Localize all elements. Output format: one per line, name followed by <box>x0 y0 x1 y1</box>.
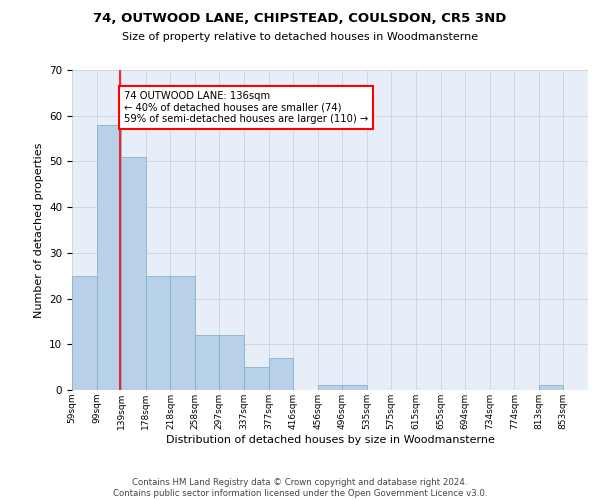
Bar <box>244 367 269 390</box>
Bar <box>195 335 219 390</box>
Bar <box>343 386 367 390</box>
Text: Contains HM Land Registry data © Crown copyright and database right 2024.
Contai: Contains HM Land Registry data © Crown c… <box>113 478 487 498</box>
Bar <box>219 335 244 390</box>
Bar <box>146 276 170 390</box>
Text: 74, OUTWOOD LANE, CHIPSTEAD, COULSDON, CR5 3ND: 74, OUTWOOD LANE, CHIPSTEAD, COULSDON, C… <box>94 12 506 26</box>
Bar <box>269 358 293 390</box>
X-axis label: Distribution of detached houses by size in Woodmansterne: Distribution of detached houses by size … <box>166 434 494 444</box>
Bar <box>121 157 146 390</box>
Text: 74 OUTWOOD LANE: 136sqm
← 40% of detached houses are smaller (74)
59% of semi-de: 74 OUTWOOD LANE: 136sqm ← 40% of detache… <box>124 90 368 124</box>
Bar <box>170 276 195 390</box>
Bar <box>317 386 343 390</box>
Bar <box>97 125 121 390</box>
Bar <box>72 276 97 390</box>
Text: Size of property relative to detached houses in Woodmansterne: Size of property relative to detached ho… <box>122 32 478 42</box>
Bar <box>539 386 563 390</box>
Y-axis label: Number of detached properties: Number of detached properties <box>34 142 44 318</box>
